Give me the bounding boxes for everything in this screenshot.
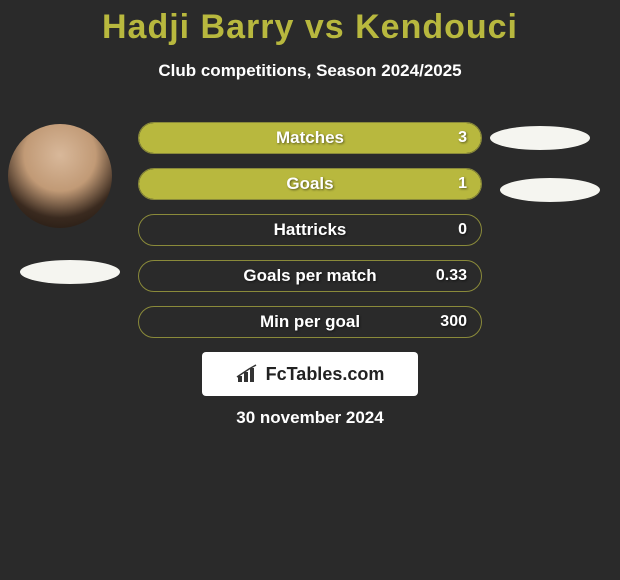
stat-value: 0	[458, 215, 467, 245]
player-left-name-pill	[20, 260, 120, 284]
page-title: Hadji Barry vs Kendouci	[0, 0, 620, 47]
stat-bar: Matches3	[138, 122, 482, 154]
player-left-avatar	[8, 124, 112, 228]
stat-value: 0.33	[436, 261, 467, 291]
comparison-card: Hadji Barry vs Kendouci Club competition…	[0, 0, 620, 580]
stat-value: 300	[440, 307, 467, 337]
site-logo[interactable]: FcTables.com	[202, 352, 418, 396]
stat-bar: Goals1	[138, 168, 482, 200]
stat-label: Goals	[139, 169, 481, 199]
bars-icon	[236, 364, 260, 384]
stats-bars: Matches3Goals1Hattricks0Goals per match0…	[138, 122, 482, 352]
stat-label: Min per goal	[139, 307, 481, 337]
player-right-avatar-pill	[490, 126, 590, 150]
subtitle: Club competitions, Season 2024/2025	[0, 61, 620, 81]
date-text: 30 november 2024	[0, 408, 620, 428]
stat-value: 1	[458, 169, 467, 199]
stat-bar: Goals per match0.33	[138, 260, 482, 292]
player-right-name-pill	[500, 178, 600, 202]
logo-text: FcTables.com	[266, 364, 385, 385]
stat-bar: Hattricks0	[138, 214, 482, 246]
stat-label: Goals per match	[139, 261, 481, 291]
stat-label: Hattricks	[139, 215, 481, 245]
stat-label: Matches	[139, 123, 481, 153]
stat-value: 3	[458, 123, 467, 153]
stat-bar: Min per goal300	[138, 306, 482, 338]
